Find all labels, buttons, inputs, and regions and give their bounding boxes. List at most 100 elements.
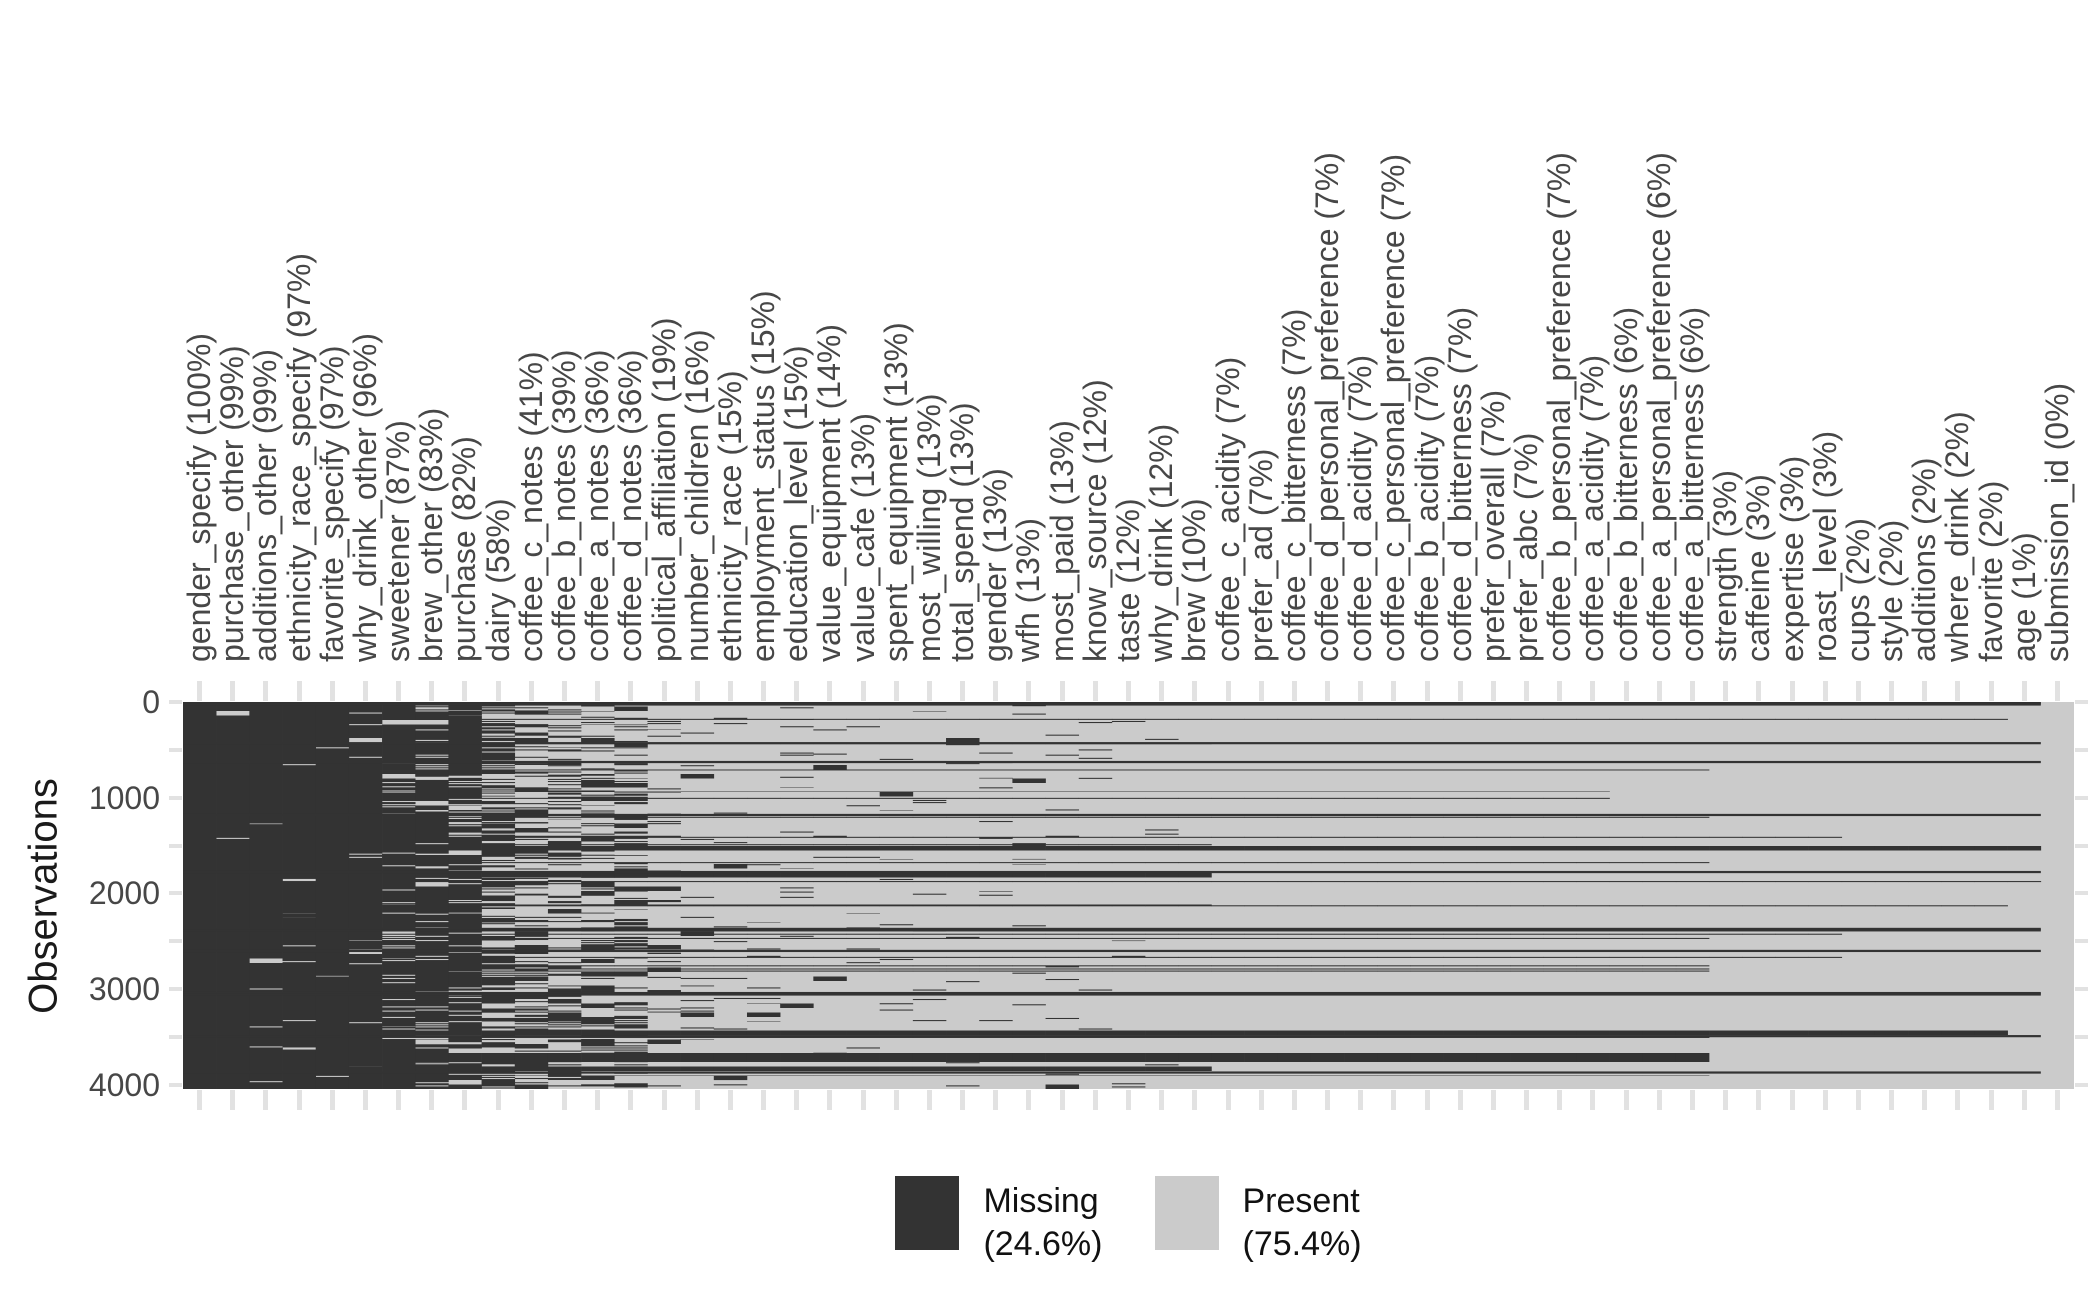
column-label: brew (10%) bbox=[1176, 498, 1213, 662]
column-label: wfh (13%) bbox=[1010, 517, 1047, 662]
column-label: favorite_specify (97%) bbox=[313, 345, 350, 662]
column-label: most_willing (13%) bbox=[910, 393, 947, 662]
column-label: number_children (16%) bbox=[678, 329, 715, 662]
tick-mark bbox=[1955, 681, 1961, 701]
tick-mark bbox=[661, 1090, 667, 1110]
tick-mark bbox=[1391, 681, 1397, 701]
column-label: style (2%) bbox=[1873, 519, 1910, 662]
column-label: education_level (15%) bbox=[778, 345, 815, 662]
tick-mark bbox=[1059, 681, 1065, 701]
column-label: coffee_d_personal_preference (7%) bbox=[1309, 152, 1346, 662]
legend-item-missing: Missing (24.6%) bbox=[895, 1176, 1103, 1266]
tick-mark bbox=[727, 681, 733, 701]
tick-mark bbox=[2075, 939, 2088, 944]
column-label: coffee_c_notes (41%) bbox=[512, 351, 549, 662]
tick-mark bbox=[2021, 1090, 2027, 1110]
tick-mark bbox=[694, 681, 700, 701]
column-label: coffee_a_personal_preference (6%) bbox=[1640, 152, 1677, 662]
legend-label-present-pct: (75.4%) bbox=[1242, 1225, 1362, 1263]
tick-mark bbox=[396, 681, 402, 701]
tick-mark bbox=[1457, 681, 1463, 701]
column-label: brew_other (83%) bbox=[413, 407, 450, 662]
y-tick-label: 0 bbox=[142, 684, 160, 720]
tick-mark bbox=[993, 1090, 999, 1110]
tick-mark bbox=[396, 1090, 402, 1110]
tick-mark bbox=[1689, 1090, 1695, 1110]
tick-mark bbox=[2054, 681, 2060, 701]
column-label: roast_level (3%) bbox=[1806, 430, 1843, 662]
tick-mark bbox=[1391, 1090, 1397, 1110]
tick-mark bbox=[761, 681, 767, 701]
tick-mark bbox=[329, 681, 335, 701]
tick-mark bbox=[1922, 1090, 1928, 1110]
tick-mark bbox=[263, 681, 269, 701]
column-label: value_cafe (13%) bbox=[844, 412, 881, 662]
tick-mark bbox=[595, 681, 601, 701]
tick-mark bbox=[1291, 1090, 1297, 1110]
tick-mark bbox=[462, 1090, 468, 1110]
legend-swatch-missing bbox=[895, 1176, 960, 1250]
tick-mark bbox=[1225, 681, 1231, 701]
tick-mark bbox=[827, 681, 833, 701]
tick-mark bbox=[230, 1090, 236, 1110]
tick-mark bbox=[1126, 1090, 1131, 1110]
tick-mark bbox=[296, 681, 302, 701]
column-label: coffee_b_personal_preference (7%) bbox=[1541, 152, 1578, 662]
tick-mark bbox=[1524, 681, 1530, 701]
tick-mark bbox=[169, 700, 182, 704]
column-label: coffee_a_acidity (7%) bbox=[1574, 354, 1611, 662]
column-label: prefer_abc (7%) bbox=[1508, 432, 1545, 662]
tick-mark bbox=[1557, 1090, 1563, 1110]
column-label: coffee_c_acidity (7%) bbox=[1209, 356, 1246, 662]
column-label: coffee_a_bitterness (6%) bbox=[1673, 306, 1710, 662]
tick-mark bbox=[926, 1090, 932, 1110]
tick-mark bbox=[727, 1090, 733, 1110]
column-label: prefer_overall (7%) bbox=[1474, 389, 1511, 662]
tick-mark bbox=[661, 681, 667, 701]
tick-mark bbox=[1689, 681, 1695, 701]
column-label: coffee_b_notes (39%) bbox=[546, 349, 583, 662]
tick-mark bbox=[993, 681, 999, 701]
tick-mark bbox=[329, 1090, 335, 1110]
missingness-matrix bbox=[183, 702, 2074, 1089]
column-label: gender_specify (100%) bbox=[181, 332, 218, 662]
tick-mark bbox=[2054, 1090, 2060, 1110]
tick-mark bbox=[860, 681, 866, 701]
tick-mark bbox=[169, 1035, 182, 1040]
column-label: ethnicity_race_specify (97%) bbox=[280, 252, 317, 662]
tick-mark bbox=[1988, 1090, 1994, 1110]
tick-mark bbox=[1723, 1090, 1729, 1110]
tick-mark bbox=[1059, 1090, 1065, 1110]
tick-mark bbox=[960, 1090, 966, 1110]
column-label: dairy (58%) bbox=[479, 498, 516, 662]
tick-mark bbox=[2021, 681, 2027, 701]
tick-mark bbox=[1557, 681, 1563, 701]
column-label: purchase_other (99%) bbox=[214, 345, 251, 662]
tick-mark bbox=[1590, 1090, 1596, 1110]
column-label: strength (3%) bbox=[1707, 469, 1744, 662]
tick-mark bbox=[462, 681, 468, 701]
column-label: expertise (3%) bbox=[1773, 455, 1810, 662]
tick-mark bbox=[362, 1090, 368, 1110]
column-label: most_paid (13%) bbox=[1043, 420, 1080, 662]
column-label: coffee_d_acidity (7%) bbox=[1342, 354, 1379, 662]
y-tick-label: 2000 bbox=[88, 875, 160, 912]
tick-mark bbox=[595, 1090, 601, 1110]
tick-mark bbox=[694, 1090, 700, 1110]
y-tick-label: 4000 bbox=[88, 1066, 160, 1103]
column-label: coffee_a_notes (36%) bbox=[579, 349, 616, 662]
tick-mark bbox=[1192, 1090, 1198, 1110]
tick-mark bbox=[1490, 681, 1496, 701]
column-label: cups (2%) bbox=[1839, 517, 1876, 662]
legend-swatch-present bbox=[1154, 1176, 1219, 1250]
tick-mark bbox=[1955, 1090, 1961, 1110]
column-label: additions_other (99%) bbox=[247, 348, 284, 662]
column-label: why_drink (12%) bbox=[1143, 423, 1180, 662]
tick-mark bbox=[1623, 1090, 1629, 1110]
tick-mark bbox=[1159, 681, 1165, 701]
tick-mark bbox=[1092, 1090, 1098, 1110]
tick-mark bbox=[926, 681, 932, 701]
tick-mark bbox=[1225, 1090, 1231, 1110]
tick-mark bbox=[1889, 681, 1895, 701]
tick-mark bbox=[761, 1090, 767, 1110]
